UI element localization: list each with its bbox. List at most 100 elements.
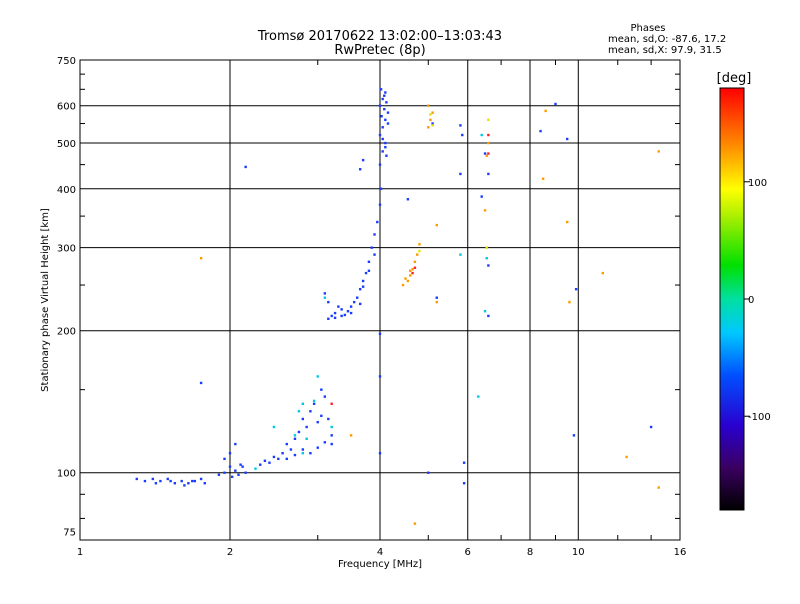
data-point (330, 402, 333, 405)
data-point (378, 104, 382, 107)
data-point (297, 430, 301, 434)
data-point (346, 310, 350, 313)
data-point (462, 482, 466, 485)
data-point (386, 111, 390, 114)
data-point (297, 410, 301, 413)
y-tick-label: 100 (57, 469, 76, 480)
colorbar-tick-label: 100 (748, 178, 767, 189)
x-tick-label: 1 (77, 547, 83, 558)
data-point (381, 97, 384, 101)
data-point (487, 264, 490, 267)
data-point (277, 457, 280, 461)
data-point (244, 165, 247, 169)
data-point (429, 118, 432, 122)
data-point (305, 437, 308, 441)
data-point (330, 434, 333, 437)
data-point (459, 124, 462, 127)
plot-frame (79, 59, 681, 541)
data-point (230, 475, 234, 479)
phase-x-stats: mean, sd,X: 97.9, 31.5 (608, 45, 722, 56)
data-point (383, 107, 386, 111)
data-point (239, 463, 242, 466)
data-point (361, 279, 365, 283)
grid-lines (80, 60, 680, 540)
data-point (244, 471, 247, 474)
data-point (305, 425, 308, 429)
data-point (378, 451, 382, 455)
data-point (485, 154, 488, 157)
data-point (285, 457, 288, 461)
data-point (625, 455, 628, 459)
data-point (327, 417, 330, 421)
x-tick-label: 16 (674, 547, 687, 558)
data-point (330, 425, 333, 429)
data-point (309, 410, 312, 413)
data-point (487, 152, 490, 155)
data-point (199, 256, 203, 260)
data-point (384, 141, 387, 145)
data-point (193, 479, 197, 483)
data-point (312, 402, 316, 405)
data-point (293, 453, 297, 457)
data-point (361, 158, 365, 162)
y-tick-label: 500 (57, 139, 76, 150)
x-tick-label: 8 (527, 547, 533, 558)
data-point (381, 137, 384, 141)
phase-o-stats: mean, sd,O: -87.6, 17.2 (608, 34, 726, 45)
y-axis-label: Stationary phase Virtual Height [km] (40, 208, 51, 392)
data-point (333, 311, 337, 315)
colorbar-tick-label: -100 (748, 412, 771, 423)
data-point (154, 482, 158, 485)
data-point (320, 388, 323, 391)
y-tick-label: 400 (57, 185, 76, 196)
data-point (385, 101, 388, 104)
data-point (358, 302, 362, 306)
colorbar-ticks: 100 0 -100 (744, 178, 771, 423)
data-point (378, 203, 382, 206)
data-point (173, 482, 177, 485)
data-point (333, 316, 337, 320)
data-point (320, 414, 323, 418)
data-point (316, 375, 319, 378)
data-point (268, 461, 271, 464)
data-point (352, 300, 356, 304)
y-tick-label: 300 (57, 244, 76, 255)
data-point (358, 287, 362, 291)
x-tick-label: 4 (377, 547, 383, 558)
colorbar-label: [deg] (717, 71, 752, 86)
data-point (544, 109, 547, 113)
data-point (301, 402, 305, 405)
data-point (367, 269, 371, 272)
data-point (259, 463, 262, 466)
data-point (223, 471, 226, 474)
data-point (323, 292, 327, 295)
data-point (427, 126, 430, 129)
y-tick-label: 600 (57, 102, 76, 113)
data-point (380, 115, 383, 118)
data-point (459, 172, 462, 176)
data-point (487, 133, 490, 137)
series-x-mode-trace (199, 104, 660, 525)
data-point (539, 129, 542, 133)
data-point (378, 332, 382, 336)
data-point (234, 442, 237, 446)
data-point (565, 137, 569, 141)
data-point (541, 177, 545, 180)
data-point (330, 442, 333, 446)
data-point (384, 145, 387, 149)
data-point (565, 220, 569, 224)
chart-subtitle: RwPretec (8p) (334, 43, 425, 58)
data-point (316, 446, 319, 449)
data-point (657, 486, 660, 489)
data-point (378, 163, 382, 166)
data-point (301, 448, 305, 451)
data-point (413, 266, 417, 269)
data-point (384, 91, 387, 94)
data-point (349, 305, 353, 308)
data-point (340, 308, 343, 311)
data-point (435, 223, 438, 227)
data-point (293, 434, 297, 437)
data-point (404, 277, 407, 280)
y-tick-label: 750 (57, 56, 76, 67)
data-point (427, 471, 430, 474)
